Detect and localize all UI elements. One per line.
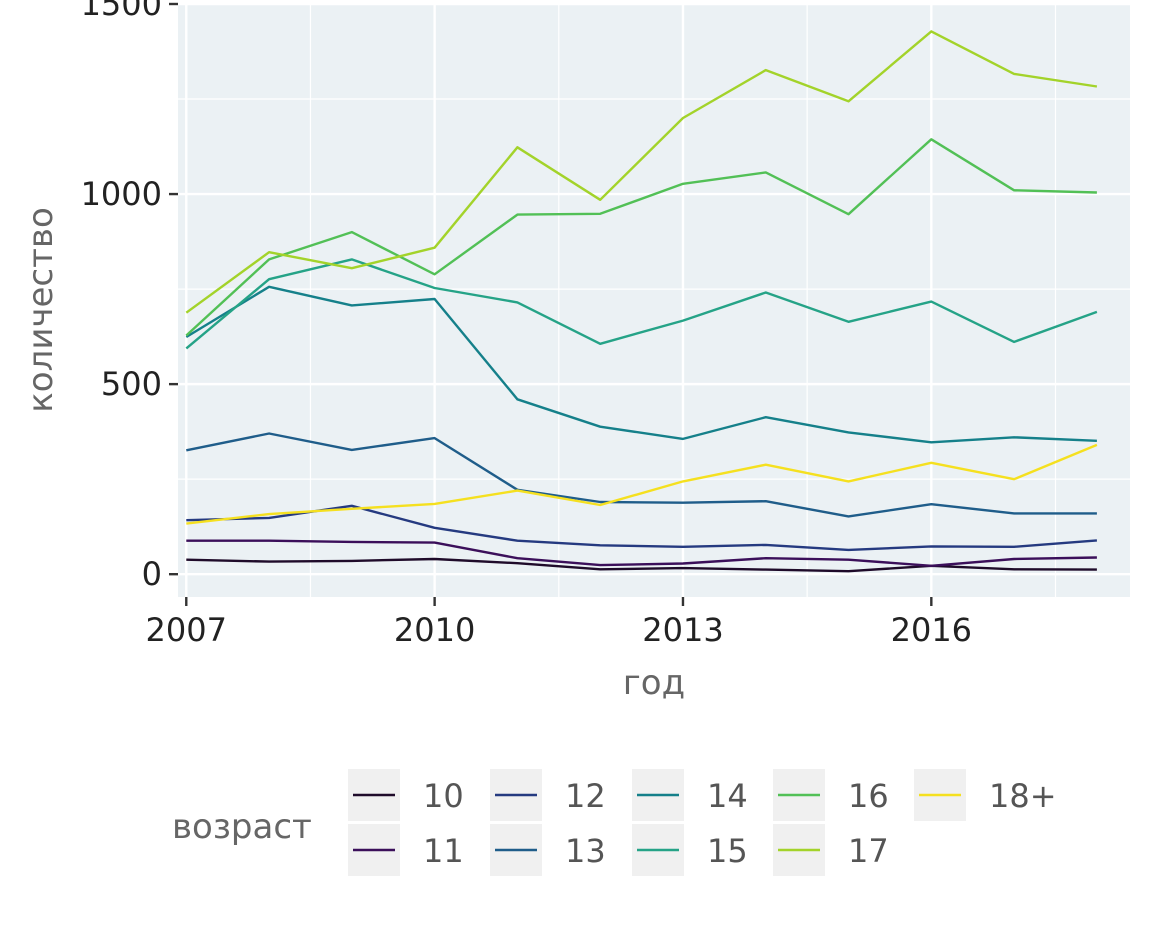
legend-label: 17 (848, 832, 889, 870)
series-line-16 (185, 138, 1097, 337)
legend-label: 12 (565, 777, 606, 815)
legend-item-13: 13 (490, 824, 606, 876)
legend-item-12: 12 (490, 769, 606, 821)
legend-label: 14 (707, 777, 748, 815)
legend-item-17: 17 (773, 824, 889, 876)
legend-items: 10 11 12 13 14 15 16 17 18+ (348, 769, 1057, 876)
legend-label: 18+ (989, 777, 1057, 815)
series-line-15 (185, 258, 1098, 350)
series-line-13 (186, 432, 1097, 518)
series-line-17 (185, 30, 1098, 314)
legend-item-11: 11 (348, 824, 464, 876)
x-tick-label: 2013 (642, 611, 723, 649)
x-axis-title: год (623, 663, 685, 703)
legend-label: 16 (848, 777, 889, 815)
legend-label: 10 (423, 777, 464, 815)
y-tick-label: 500 (101, 365, 162, 403)
legend-label: 13 (565, 832, 606, 870)
series-lines (185, 30, 1098, 573)
y-tick-label: 1000 (81, 175, 162, 213)
legend-item-15: 15 (632, 824, 748, 876)
x-axis: 2007 2010 2013 2016 (146, 597, 972, 649)
legend-item-10: 10 (348, 769, 464, 821)
series-line-14 (185, 285, 1097, 444)
series-line-18+ (186, 443, 1098, 525)
legend-item-18+: 18+ (914, 769, 1057, 821)
legend-item-14: 14 (632, 769, 748, 821)
legend-title: возраст (172, 807, 312, 847)
y-axis: 0 500 1000 1500 (81, 0, 178, 593)
legend-label: 15 (707, 832, 748, 870)
legend: возраст 10 11 12 13 14 15 16 17 18+ (172, 769, 1057, 876)
y-axis-title: количество (21, 207, 61, 413)
minor-gridlines (178, 4, 1130, 597)
legend-item-16: 16 (773, 769, 889, 821)
series-line-10 (186, 557, 1097, 573)
x-tick-label: 2016 (891, 611, 972, 649)
series-line-11 (186, 539, 1097, 567)
plot-panel (178, 4, 1130, 597)
y-tick-label: 1500 (81, 0, 162, 23)
x-tick-label: 2007 (146, 611, 227, 649)
y-tick-label: 0 (142, 555, 162, 593)
legend-label: 11 (423, 832, 464, 870)
x-tick-label: 2010 (394, 611, 475, 649)
series-line-12 (186, 504, 1097, 552)
